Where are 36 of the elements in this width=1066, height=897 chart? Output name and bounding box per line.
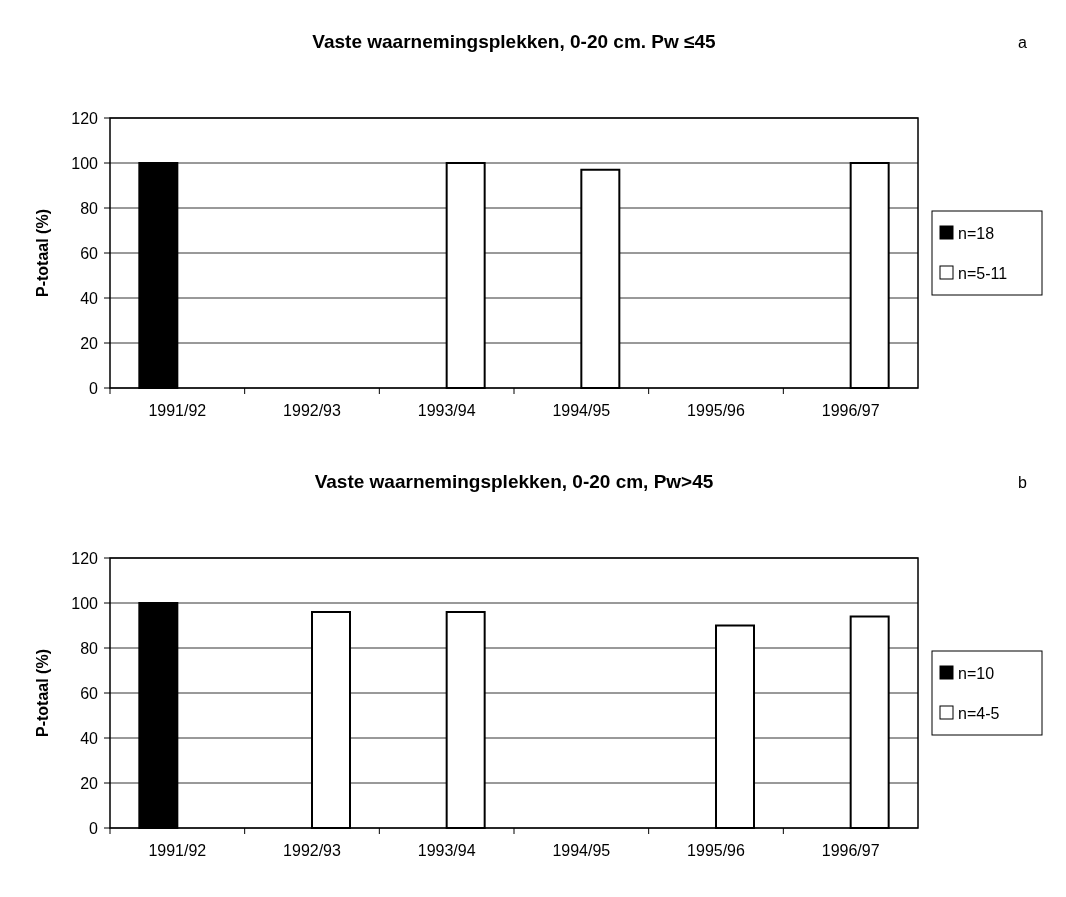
y-tick-label: 0 [89,819,99,837]
y-tick-label: 40 [80,289,99,307]
y-tick-label: 60 [80,684,99,702]
x-tick-label: 1992/93 [283,842,342,859]
y-tick-label: 100 [71,154,99,172]
legend-label: n=18 [958,224,995,242]
chart-title: Vaste waarnemingsplekken, 0-20 cm. Pw ≤45 [312,31,717,52]
y-tick-label: 0 [89,379,99,397]
legend-label: n=4-5 [958,704,1000,722]
y-tick-label: 60 [80,244,99,262]
x-tick-label: 1996/97 [821,842,880,859]
y-tick-label: 80 [80,199,99,217]
x-tick-label: 1994/95 [552,402,611,419]
text: b [1018,474,1027,491]
y-axis-title: P-totaal (%) [34,649,51,737]
x-tick-label: 1995/96 [687,402,746,419]
x-tick-label: 1996/97 [821,402,880,419]
y-tick-label: 40 [80,729,99,747]
y-tick-label: 20 [80,774,99,792]
x-tick-label: 1991/92 [148,402,207,419]
y-tick-label: 100 [71,594,99,612]
y-tick-label: 120 [71,109,99,127]
y-axis-title: P-totaal (%) [34,209,51,297]
legend-label: n=5-11 [958,264,1008,282]
y-tick-label: 80 [80,639,99,657]
y-tick-label: 20 [80,334,99,352]
x-tick-label: 1995/96 [687,842,746,859]
x-tick-label: 1992/93 [283,402,342,419]
x-tick-label: 1993/94 [417,402,476,419]
x-tick-label: 1991/92 [148,842,207,859]
x-tick-label: 1994/95 [552,842,611,859]
text: a [1018,34,1027,51]
x-tick-label: 1993/94 [417,842,476,859]
chart-title: Vaste waarnemingsplekken, 0-20 cm, Pw>45 [314,471,714,492]
y-tick-label: 120 [71,549,99,567]
legend-label: n=10 [958,664,995,682]
